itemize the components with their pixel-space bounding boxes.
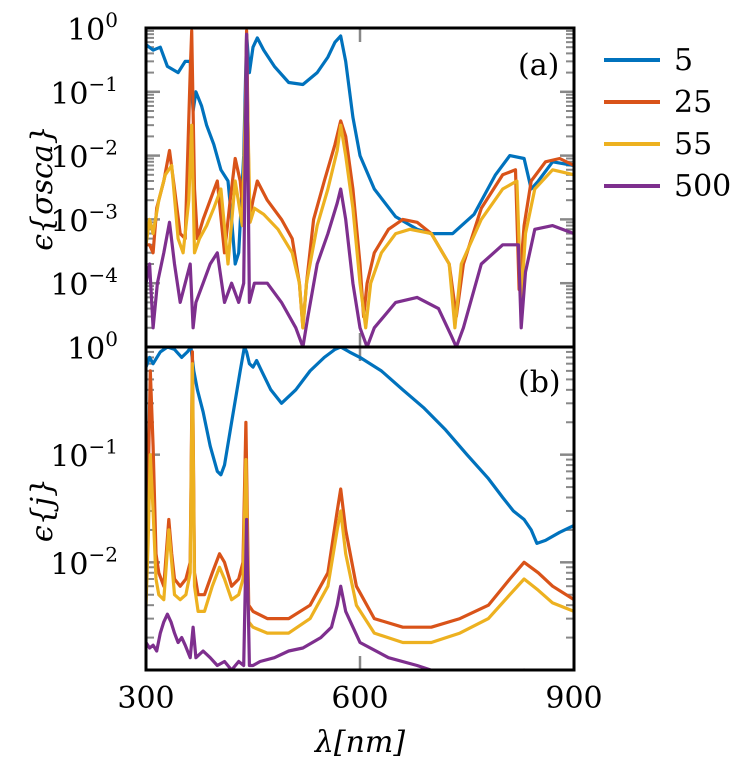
legend-label-500: 500 — [674, 169, 731, 204]
series-line-5 — [146, 32, 574, 266]
panel-a-tag: (a) — [518, 48, 559, 83]
y-tick-label: 10−1 — [50, 435, 118, 475]
series-line-55 — [146, 362, 574, 645]
panel-a: (a) 100 10−1 10−2 10−3 10−4 ϵ{σsca} — [25, 8, 576, 349]
y-tick-label: 10−2 — [50, 136, 118, 176]
panel-a-ylabel: ϵ{σsca} — [25, 125, 60, 251]
y-tick-label: 10−2 — [50, 542, 118, 582]
panel-a-lines — [146, 29, 574, 347]
panel-a-ytick-labels: 100 10−1 10−2 10−3 10−4 — [50, 8, 118, 303]
y-tick-label: 10−3 — [50, 199, 118, 239]
y-tick-label: 100 — [67, 327, 118, 367]
y-tick-label: 100 — [67, 8, 118, 48]
panel-b-ylabel: ϵ{j} — [25, 478, 60, 542]
x-tick-label: 600 — [331, 681, 388, 716]
y-tick-label: 10−4 — [50, 263, 118, 303]
legend-label-55: 55 — [674, 127, 712, 162]
x-tick-label: 300 — [117, 681, 174, 716]
x-axis-label: λ[nm] — [314, 725, 405, 760]
legend-label-25: 25 — [674, 85, 712, 120]
x-tick-label: 900 — [545, 681, 602, 716]
panel-a-ticks — [144, 26, 576, 349]
panel-b: (b) 100 10−1 10−2 ϵ{j} — [25, 327, 576, 672]
series-line-5 — [146, 347, 574, 545]
panel-b-frame — [144, 345, 576, 672]
panel-b-lines — [146, 347, 574, 670]
series-line-500 — [146, 517, 530, 670]
x-tick-labels: 300 600 900 — [117, 681, 602, 716]
y-tick-label: 10−1 — [50, 72, 118, 112]
panel-b-tag: (b) — [518, 365, 561, 400]
series-line-55 — [146, 59, 574, 330]
series-line-500 — [146, 32, 574, 347]
legend-label-5: 5 — [674, 43, 693, 78]
panel-b-ytick-labels: 100 10−1 10−2 — [50, 327, 118, 582]
legend: 5 25 55 500 — [604, 43, 731, 204]
panel-a-frame — [144, 26, 576, 349]
series-line-25 — [146, 350, 574, 629]
